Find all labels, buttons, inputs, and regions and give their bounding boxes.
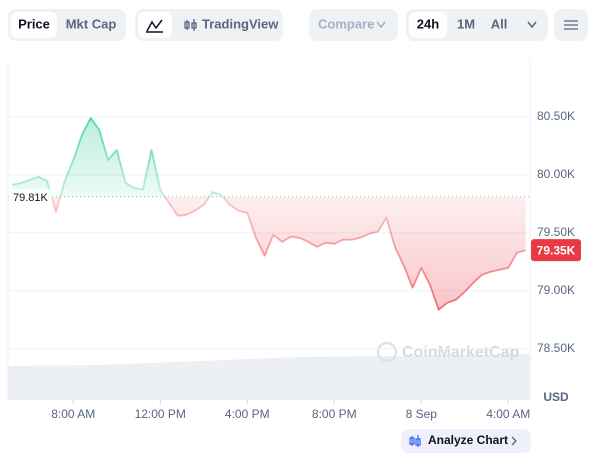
- watermark-logo: [376, 341, 398, 363]
- last-price-label: 79.35K: [537, 243, 576, 257]
- x-tick-label: 8:00 AM: [51, 407, 95, 421]
- watermark: CoinMarketCap: [402, 344, 520, 361]
- x-tick-label: 4:00 AM: [486, 407, 530, 421]
- compare-button[interactable]: [309, 9, 398, 41]
- range-dropdown[interactable]: [527, 21, 537, 29]
- price-line: [12, 117, 526, 311]
- compare-label[interactable]: Compare: [318, 16, 374, 31]
- range-1m[interactable]: 1M: [457, 16, 475, 31]
- mktcap-tab[interactable]: Mkt Cap: [66, 16, 117, 31]
- line-view[interactable]: [138, 12, 172, 38]
- tab-active[interactable]: [11, 12, 57, 38]
- settings-icon: [564, 20, 578, 30]
- volume-area: [8, 354, 530, 400]
- tradingview-tab[interactable]: TradingView: [202, 16, 279, 31]
- x-tick-label: 8:00 PM: [312, 407, 357, 421]
- price-tab[interactable]: Price: [18, 16, 50, 31]
- x-tick-label: 8 Sep: [406, 407, 438, 421]
- x-tick-label: 4:00 PM: [225, 407, 270, 421]
- range-24h[interactable]: 24h: [417, 16, 439, 31]
- price-area: [12, 118, 526, 310]
- view-group: [135, 9, 283, 41]
- chevron: [376, 21, 386, 29]
- candle-icon: [184, 19, 197, 31]
- analyze-icon: [409, 435, 421, 447]
- analyze-chevron: [511, 436, 517, 446]
- last-price-tag: [531, 239, 581, 262]
- analyze-button[interactable]: [401, 429, 531, 453]
- plot: 78.50K 79.00K 79.50K 80.00K 80.50K 8:00 AM 12:…: [8, 109, 581, 421]
- analyze-label[interactable]: Analyze Chart: [428, 433, 508, 447]
- x-tick-label: 12:00 PM: [135, 407, 186, 421]
- line-icon: [146, 19, 163, 33]
- range-all[interactable]: All: [491, 16, 508, 31]
- range-active[interactable]: [409, 12, 447, 38]
- y-tick-label: 80.00K: [537, 167, 575, 181]
- y-tick-label: 80.50K: [537, 109, 575, 123]
- y-tick-label: 79.00K: [537, 283, 575, 297]
- currency-label: USD: [543, 390, 569, 404]
- y-tick-label: 79.50K: [537, 225, 575, 239]
- y-tick-label: 78.50K: [537, 341, 575, 355]
- baseline-label-bg: [10, 188, 52, 205]
- baseline-label: 79.81K: [13, 192, 49, 204]
